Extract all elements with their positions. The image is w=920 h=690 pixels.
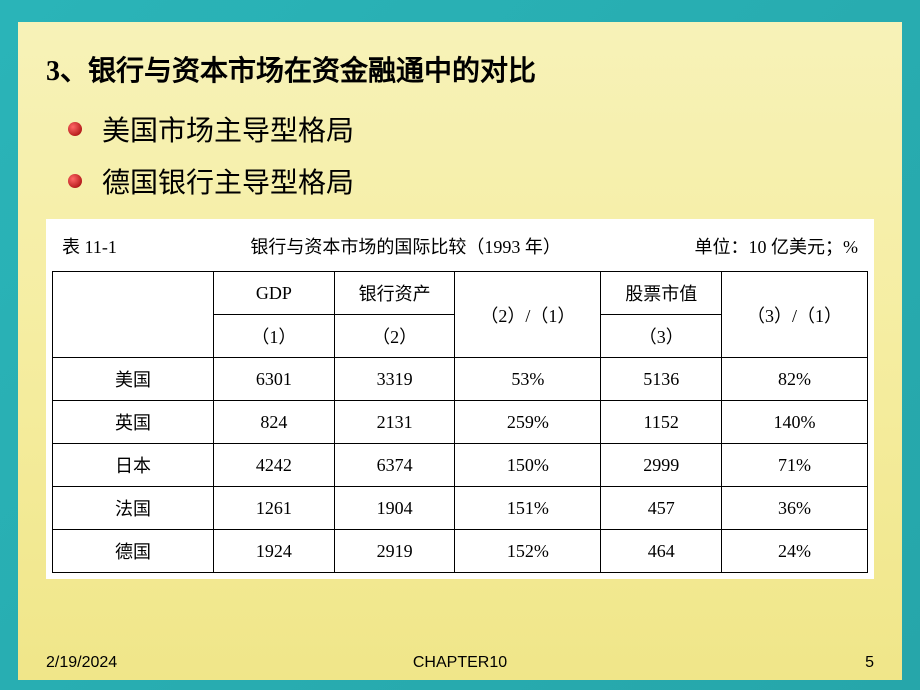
bank-cell: 3319 — [334, 358, 455, 401]
country-cell: 美国 — [53, 358, 214, 401]
stock-cell: 464 — [601, 530, 722, 573]
bullet-item-1: 美国市场主导型格局 — [46, 109, 874, 149]
bullet-item-2: 德国银行主导型格局 — [46, 161, 874, 201]
bullet-text: 德国银行主导型格局 — [102, 161, 354, 201]
gdp-cell: 1924 — [213, 530, 334, 573]
ratio1-cell: 259% — [455, 401, 601, 444]
ratio2-cell: 71% — [722, 444, 868, 487]
gdp-cell: 1261 — [213, 487, 334, 530]
footer-chapter: CHAPTER10 — [413, 654, 507, 672]
stock-cell: 2999 — [601, 444, 722, 487]
ratio1-cell: 151% — [455, 487, 601, 530]
gdp-cell: 4242 — [213, 444, 334, 487]
table-row: 法国 1261 1904 151% 457 36% — [53, 487, 868, 530]
table-title-row: 表 11-1 银行与资本市场的国际比较（1993 年） 单位：10 亿美元；% — [52, 227, 868, 271]
ratio2-cell: 140% — [722, 401, 868, 444]
table-row: 美国 6301 3319 53% 5136 82% — [53, 358, 868, 401]
footer-page: 5 — [865, 654, 874, 672]
bank-cell: 1904 — [334, 487, 455, 530]
header-ratio2: （3）/（1） — [722, 272, 868, 358]
table-caption: 银行与资本市场的国际比较（1993 年） — [117, 233, 695, 259]
bank-cell: 2131 — [334, 401, 455, 444]
stock-cell: 1152 — [601, 401, 722, 444]
header-bank-sub: （2） — [334, 315, 455, 358]
stock-cell: 457 — [601, 487, 722, 530]
header-stock: 股票市值 — [601, 272, 722, 315]
header-blank — [53, 272, 214, 358]
ratio2-cell: 36% — [722, 487, 868, 530]
header-gdp: GDP — [213, 272, 334, 315]
country-cell: 英国 — [53, 401, 214, 444]
header-stock-sub: （3） — [601, 315, 722, 358]
ratio1-cell: 150% — [455, 444, 601, 487]
gdp-cell: 824 — [213, 401, 334, 444]
country-cell: 法国 — [53, 487, 214, 530]
footer-date: 2/19/2024 — [46, 654, 117, 672]
header-gdp-sub: （1） — [213, 315, 334, 358]
bullet-icon — [68, 122, 82, 136]
table-row: 日本 4242 6374 150% 2999 71% — [53, 444, 868, 487]
slide-content: 3、银行与资本市场在资金融通中的对比 美国市场主导型格局 德国银行主导型格局 表… — [18, 22, 902, 680]
header-bank: 银行资产 — [334, 272, 455, 315]
table-container: 表 11-1 银行与资本市场的国际比较（1993 年） 单位：10 亿美元；% … — [46, 219, 874, 579]
country-cell: 日本 — [53, 444, 214, 487]
table-unit: 单位：10 亿美元；% — [695, 233, 859, 259]
gdp-cell: 6301 — [213, 358, 334, 401]
comparison-table: GDP 银行资产 （2）/（1） 股票市值 （3）/（1） （1） （2） （3… — [52, 271, 868, 573]
bullet-text: 美国市场主导型格局 — [102, 109, 354, 149]
stock-cell: 5136 — [601, 358, 722, 401]
bullet-icon — [68, 174, 82, 188]
table-label: 表 11-1 — [62, 233, 117, 259]
ratio2-cell: 24% — [722, 530, 868, 573]
table-row: 德国 1924 2919 152% 464 24% — [53, 530, 868, 573]
bank-cell: 2919 — [334, 530, 455, 573]
ratio1-cell: 152% — [455, 530, 601, 573]
section-heading: 3、银行与资本市场在资金融通中的对比 — [46, 52, 874, 91]
country-cell: 德国 — [53, 530, 214, 573]
header-ratio1: （2）/（1） — [455, 272, 601, 358]
ratio1-cell: 53% — [455, 358, 601, 401]
slide-footer: 2/19/2024 CHAPTER10 5 — [46, 654, 874, 672]
ratio2-cell: 82% — [722, 358, 868, 401]
bank-cell: 6374 — [334, 444, 455, 487]
table-row: 英国 824 2131 259% 1152 140% — [53, 401, 868, 444]
